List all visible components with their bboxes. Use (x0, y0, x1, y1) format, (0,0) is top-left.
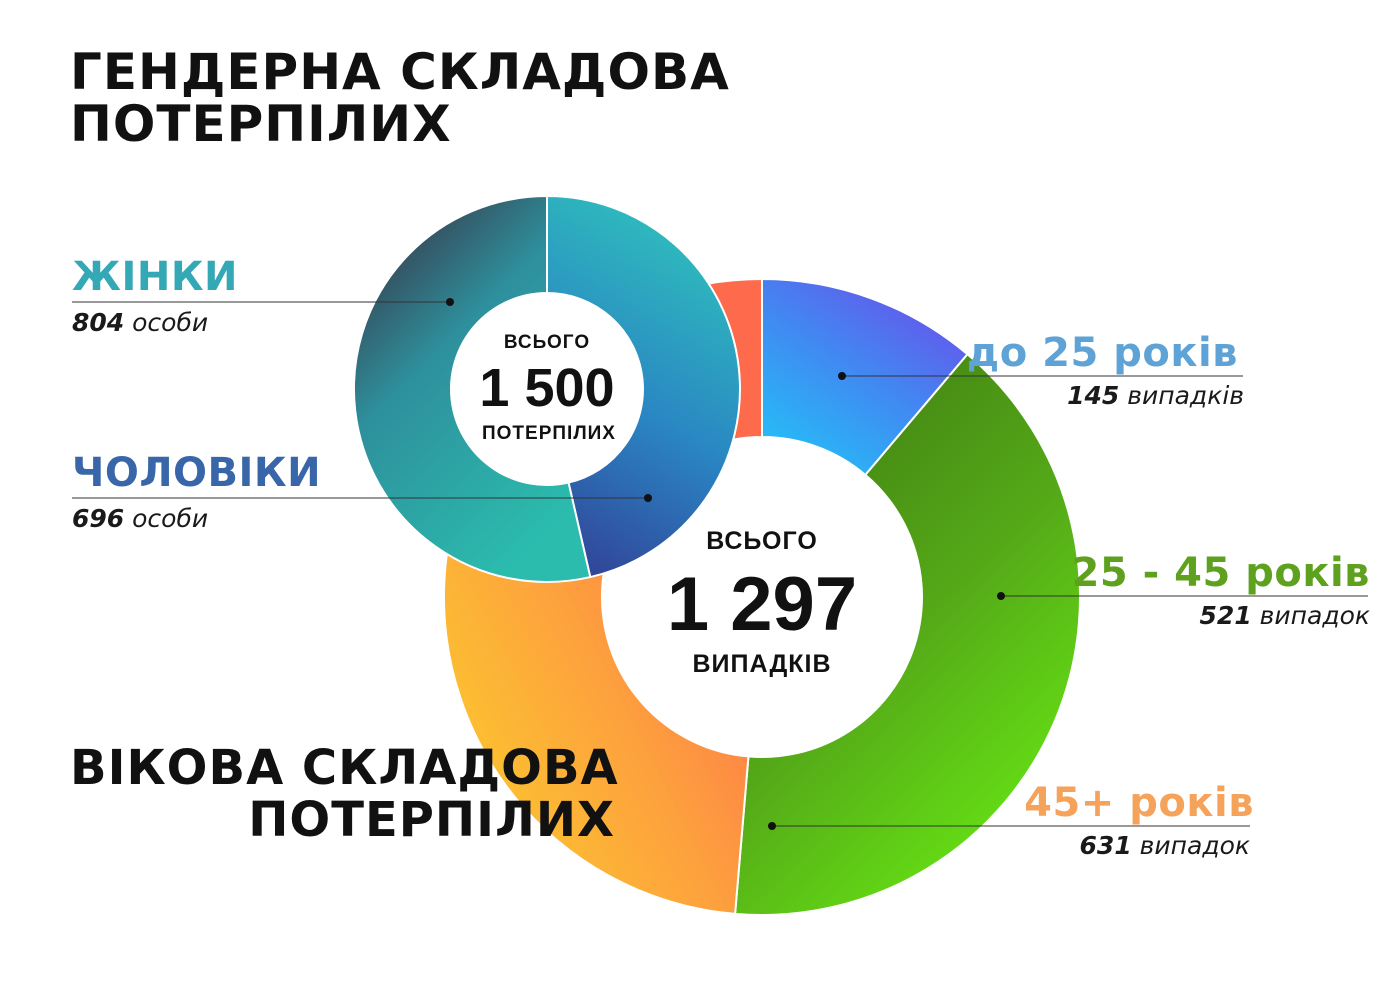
women-value: 804 (72, 308, 125, 337)
under25-count: 145 випадків (1067, 381, 1244, 410)
over45-unit: випадок (1139, 831, 1250, 860)
women-label: ЖІНКИ (72, 254, 238, 300)
gender-center-value: 1 500 (479, 358, 614, 418)
over45-count: 631 випадок (1080, 831, 1250, 860)
dot-under25 (838, 372, 846, 380)
dot-women (446, 298, 454, 306)
dot-25-45 (997, 592, 1005, 600)
gender-title-line2: ПОТЕРПІЛИХ (70, 95, 452, 153)
gender-donut-hole (451, 293, 643, 485)
age25-45-count: 521 випадок (1200, 601, 1370, 630)
under25-value: 145 (1067, 381, 1120, 410)
age-title-line1: ВІКОВА СКЛАДОВА (70, 740, 619, 796)
age-title-line2: ПОТЕРПІЛИХ (248, 792, 615, 848)
dot-men (644, 494, 652, 502)
gender-title: ГЕНДЕРНА СКЛАДОВА ПОТЕРПІЛИХ (70, 46, 730, 150)
under25-label: до 25 років (966, 330, 1238, 376)
under25-unit: випадків (1127, 381, 1244, 410)
age25-45-value: 521 (1199, 601, 1252, 630)
over45-value: 631 (1079, 831, 1132, 860)
men-count: 696 особи (72, 504, 208, 533)
women-unit: особи (132, 308, 209, 337)
leader-lines (72, 301, 1368, 827)
men-label: ЧОЛОВІКИ (72, 450, 322, 496)
age-center-top: ВСЬОГО (706, 527, 818, 555)
age-center-bottom: ВИПАДКІВ (692, 650, 831, 678)
gender-title-line1: ГЕНДЕРНА СКЛАДОВА (70, 43, 730, 101)
gender-center-bottom: ПОТЕРПІЛИХ (482, 423, 616, 444)
men-value: 696 (72, 504, 125, 533)
women-count: 804 особи (72, 308, 208, 337)
men-unit: особи (132, 504, 209, 533)
age25-45-unit: випадок (1259, 601, 1370, 630)
age-center-value: 1 297 (667, 562, 857, 647)
over45-label: 45+ років (1024, 780, 1254, 826)
leader-dots (446, 298, 1005, 830)
dot-over45 (768, 822, 776, 830)
gender-center-top: ВСЬОГО (504, 332, 590, 353)
age-title: ВІКОВА СКЛАДОВА ПОТЕРПІЛИХ (70, 740, 619, 848)
age25-45-label: 25 - 45 років (1071, 550, 1370, 596)
